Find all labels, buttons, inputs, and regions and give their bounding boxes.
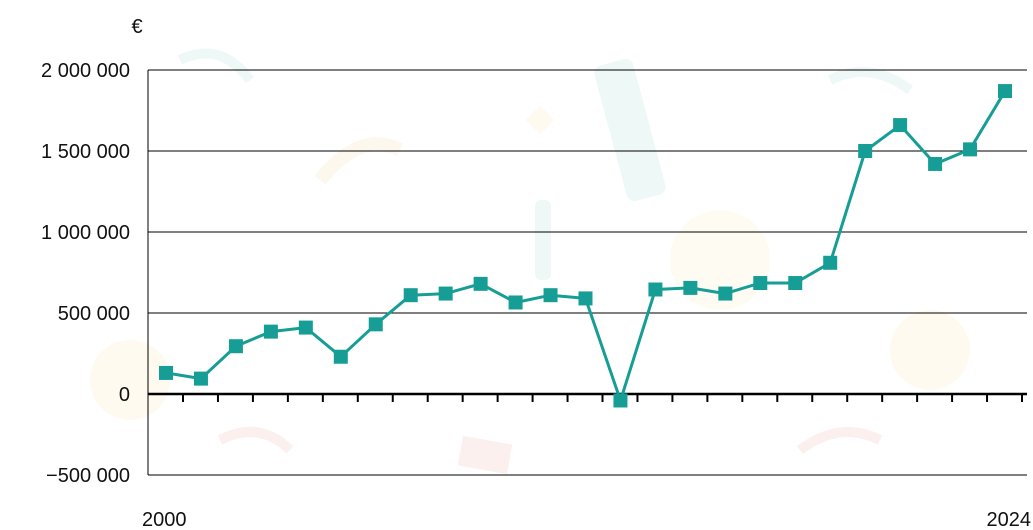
y-axis-unit-label: € — [131, 16, 142, 38]
data-point-marker — [928, 156, 943, 171]
data-point-marker — [648, 282, 663, 297]
data-point-marker — [963, 142, 978, 157]
data-point-marker — [613, 393, 628, 408]
data-point-marker — [718, 286, 733, 301]
data-point-marker — [858, 144, 873, 158]
y-tick-label: 2 000 000 — [41, 60, 130, 82]
y-tick-label: 0 — [119, 384, 130, 406]
data-point-marker — [228, 339, 243, 354]
x-tick-label-start: 2000 — [142, 509, 187, 530]
data-point-marker — [298, 320, 313, 335]
data-point-marker — [893, 118, 908, 133]
y-tick-label: 500 000 — [58, 303, 130, 325]
y-axis-tick-labels: −500 000 0 500 000 1 000 000 1 500 000 2 000 … — [41, 60, 130, 487]
data-point-marker — [753, 276, 768, 291]
series-line — [165, 90, 1007, 402]
data-point-marker — [263, 324, 278, 339]
data-point-marker — [508, 295, 523, 310]
gridlines — [147, 69, 1027, 476]
data-point-marker — [193, 371, 208, 386]
data-point-marker — [543, 288, 558, 303]
x-tick-label-end: 2024 — [987, 509, 1032, 530]
data-point-marker — [438, 286, 453, 301]
data-point-marker — [683, 280, 698, 295]
data-point-marker — [823, 255, 838, 270]
data-point-marker — [998, 84, 1012, 99]
data-point-marker — [403, 288, 418, 303]
x-axis — [148, 392, 1027, 402]
plot-area — [159, 84, 1012, 408]
data-point-marker — [578, 291, 593, 306]
y-tick-label: 1 000 000 — [41, 222, 130, 244]
y-tick-label: 1 500 000 — [41, 141, 130, 163]
x-axis-tick-labels: 2000 2024 — [142, 509, 1031, 530]
data-point-marker — [473, 276, 488, 291]
data-point-marker — [368, 317, 383, 332]
data-point-marker — [333, 349, 348, 364]
y-tick-label: −500 000 — [46, 465, 130, 487]
data-point-marker — [159, 365, 173, 380]
data-point-marker — [788, 276, 803, 291]
